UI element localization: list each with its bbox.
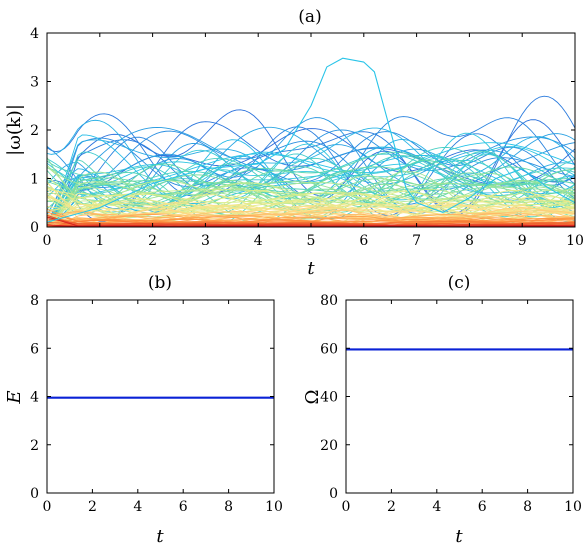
c-x-tick-label: 0: [342, 499, 351, 515]
panel-b-title: (b): [148, 273, 172, 293]
panel-a-peak-series-line: [46, 57, 576, 223]
panel-a-y-ticks: 0 1 2 3 4: [30, 26, 575, 236]
b-y-tick-label: 8: [30, 293, 39, 309]
panel-c-x-label: t: [455, 526, 463, 547]
panel-a-y-label: |ω(k)|: [4, 104, 25, 156]
panel-b: (b) 0 2 4 6 8 10 0 2 4 6 8 t E: [4, 273, 283, 547]
panel-a-series-line: [46, 181, 576, 219]
panel-a-series-line: [46, 133, 576, 228]
panel-a-series-line: [46, 157, 576, 202]
a-x-tick-label: 10: [566, 233, 584, 249]
panel-c-y-ticks: 0 20 40 60 80: [320, 293, 573, 502]
panel-a-series-line: [46, 116, 576, 228]
c-y-tick-label: 20: [320, 438, 338, 454]
c-y-tick-label: 80: [320, 293, 338, 309]
panel-b-x-ticks: 0 2 4 6 8 10: [43, 300, 283, 515]
b-x-tick-label: 0: [43, 499, 52, 515]
panel-b-x-label: t: [156, 526, 164, 547]
panel-a-x-ticks: 0 1 2 3 4 5 6 7 8 9 10: [43, 33, 584, 249]
c-x-tick-label: 8: [523, 499, 532, 515]
b-x-tick-label: 10: [265, 499, 283, 515]
b-y-tick-label: 0: [30, 486, 39, 502]
panel-a: (a) 0 1 2 3 4 5 6 7 8 9 10 0 1 2 3 4 t |ω(k)|: [4, 7, 584, 279]
panel-c-frame: [345, 299, 574, 494]
a-x-tick-label: 8: [465, 233, 474, 249]
a-x-tick-label: 2: [148, 233, 157, 249]
a-x-tick-label: 6: [359, 233, 368, 249]
panel-b-y-ticks: 0 2 4 6 8: [30, 293, 274, 502]
c-x-tick-label: 6: [478, 499, 487, 515]
a-x-tick-label: 3: [201, 233, 210, 249]
c-y-tick-label: 40: [320, 390, 338, 406]
a-y-tick-label: 0: [30, 220, 39, 236]
panel-c-title: (c): [448, 273, 471, 293]
panel-c: (c) 0 2 4 6 8 10 0 20 40 60 80 t Ω: [302, 273, 582, 547]
panel-c-x-ticks: 0 2 4 6 8 10: [342, 300, 582, 515]
a-y-tick-label: 2: [30, 123, 39, 139]
b-x-tick-label: 6: [179, 499, 188, 515]
panel-b-frame: [46, 299, 275, 494]
a-x-tick-label: 1: [95, 233, 104, 249]
c-x-tick-label: 2: [387, 499, 396, 515]
c-x-tick-label: 10: [564, 499, 582, 515]
panel-a-series-line: [46, 126, 576, 214]
panel-c-y-label: Ω: [302, 390, 323, 405]
c-x-tick-label: 4: [432, 499, 441, 515]
a-x-tick-label: 4: [254, 233, 263, 249]
b-x-tick-label: 8: [224, 499, 233, 515]
panel-a-series-group: [46, 57, 576, 228]
b-y-tick-label: 6: [30, 341, 39, 357]
a-x-tick-label: 0: [43, 233, 52, 249]
panel-a-series-line: [46, 206, 576, 225]
panel-a-series-line: [46, 219, 576, 228]
panel-a-series-line: [46, 195, 576, 216]
panel-a-series-line: [46, 126, 576, 216]
panel-a-series-line: [46, 130, 576, 228]
panel-a-x-label: t: [307, 258, 315, 279]
a-y-tick-label: 3: [30, 75, 39, 91]
panel-a-title: (a): [298, 7, 321, 27]
a-x-tick-label: 9: [518, 233, 527, 249]
b-y-tick-label: 4: [30, 390, 39, 406]
b-x-tick-label: 2: [88, 499, 97, 515]
panel-a-series-line: [46, 132, 576, 228]
panel-a-series-line: [46, 109, 576, 228]
panel-a-series-line: [46, 209, 576, 228]
a-x-tick-label: 7: [412, 233, 421, 249]
panel-a-series-line: [46, 95, 576, 216]
a-y-tick-label: 4: [30, 26, 39, 42]
panel-a-series-line: [46, 180, 576, 228]
a-y-tick-label: 1: [30, 172, 39, 188]
b-x-tick-label: 4: [133, 499, 142, 515]
panel-a-series-line: [46, 166, 576, 224]
c-y-tick-label: 60: [320, 341, 338, 357]
panel-b-y-label: E: [4, 390, 25, 404]
c-y-tick-label: 0: [329, 486, 338, 502]
a-x-tick-label: 5: [307, 233, 316, 249]
b-y-tick-label: 2: [30, 438, 39, 454]
